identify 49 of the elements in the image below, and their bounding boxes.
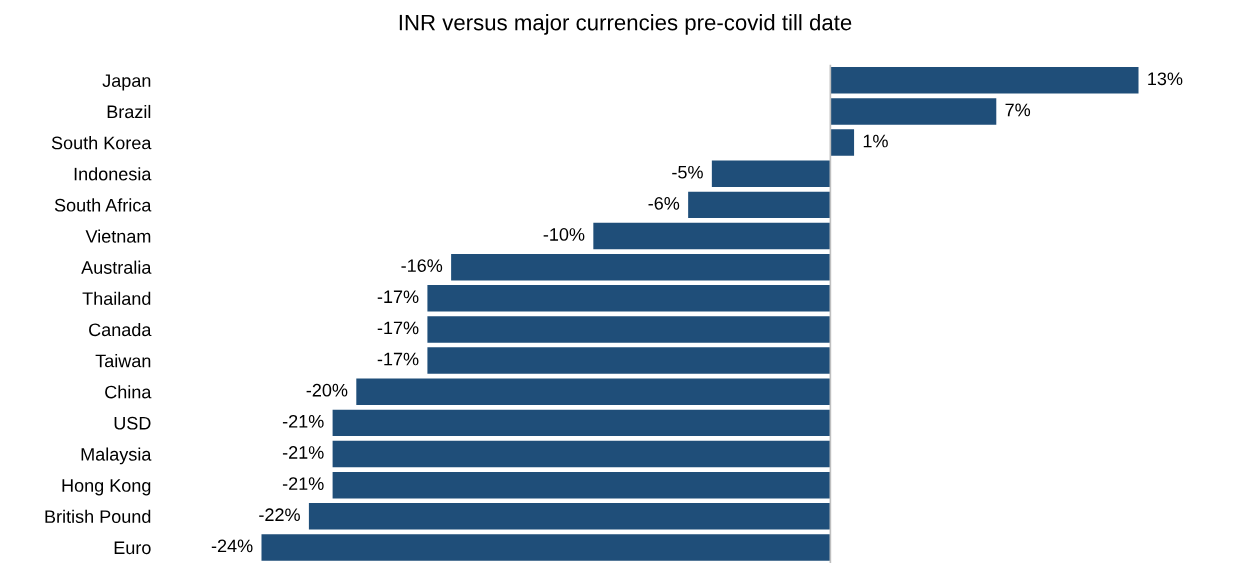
bar	[688, 191, 831, 219]
y-tick-label: Malaysia	[81, 447, 152, 465]
y-tick-label: South Africa	[54, 198, 152, 212]
y-tick-label: Canada	[89, 322, 152, 337]
data-label: 1%	[863, 134, 888, 148]
data-label: -10%	[543, 228, 585, 241]
y-tick-label: Taiwan	[95, 354, 151, 368]
y-tick-label: Brazil	[107, 104, 151, 119]
chart-title: INR versus major currencies pre-covid till date	[399, 14, 852, 35]
y-tick-label: Indonesia	[74, 167, 152, 181]
y-tick-label: Euro	[114, 541, 151, 555]
bar	[427, 285, 831, 312]
bar	[830, 67, 1139, 94]
bar	[261, 534, 831, 561]
bar	[427, 316, 831, 343]
data-label: 7%	[1005, 103, 1031, 117]
data-label: -24%	[211, 539, 253, 553]
y-tick-label: China	[105, 385, 152, 399]
y-tick-label: Australia	[81, 260, 152, 274]
data-label: -21%	[282, 414, 324, 428]
data-label: -17%	[377, 290, 419, 304]
data-label: -21%	[282, 446, 324, 459]
bar	[332, 409, 831, 437]
bar	[427, 347, 831, 374]
bar	[830, 129, 855, 156]
data-label: -22%	[259, 508, 300, 522]
data-label: -16%	[401, 259, 443, 273]
bar	[332, 440, 831, 468]
bar	[593, 222, 831, 250]
y-tick-label: Hong Kong	[62, 479, 151, 496]
bar	[332, 471, 831, 499]
data-label: -21%	[282, 477, 324, 490]
data-label: 13%	[1148, 72, 1183, 86]
data-label: -17%	[377, 321, 419, 335]
y-tick-label: British Pound	[45, 509, 151, 524]
data-label: -17%	[377, 352, 419, 366]
y-tick-label: Vietnam	[85, 229, 151, 243]
bar	[711, 160, 831, 187]
data-label: -5%	[672, 165, 703, 179]
bar	[830, 98, 997, 125]
y-tick-label: USD	[114, 416, 151, 430]
bar	[451, 253, 831, 281]
bar	[356, 378, 831, 405]
data-label: -20%	[306, 383, 348, 397]
y-tick-label: Japan	[102, 74, 151, 91]
y-tick-label: Thailand	[82, 291, 151, 306]
y-tick-label: South Korea	[51, 136, 152, 150]
bar	[308, 503, 831, 530]
data-label: -6%	[648, 196, 680, 210]
